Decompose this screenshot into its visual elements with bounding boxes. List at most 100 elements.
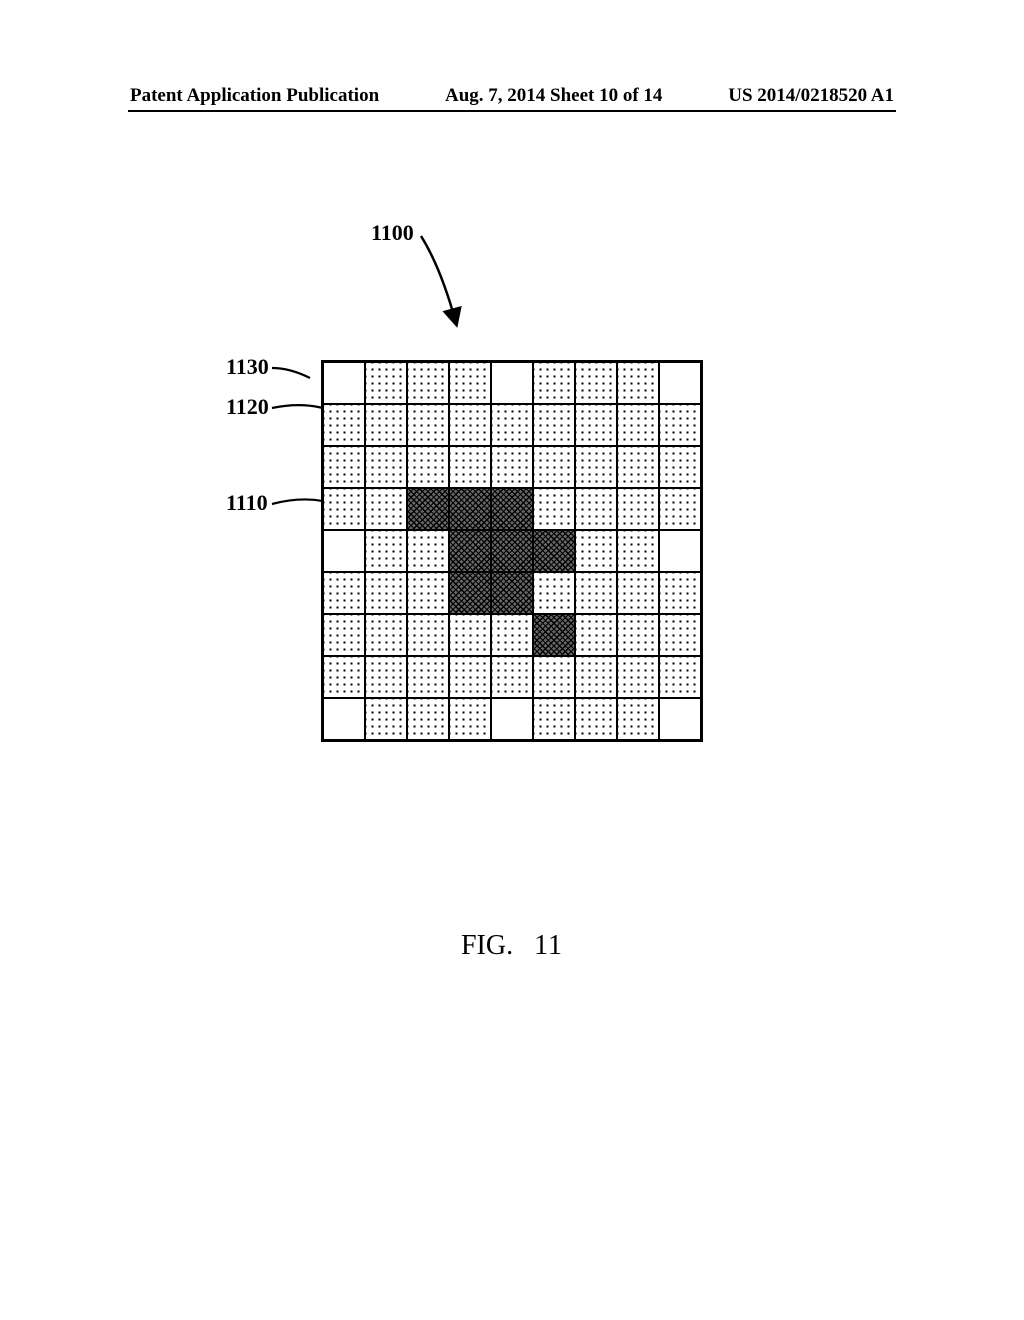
grid-cell [617, 404, 659, 446]
grid-cell [617, 572, 659, 614]
grid-cell [659, 362, 701, 404]
grid-cell [533, 362, 575, 404]
grid-cell [407, 362, 449, 404]
grid-cell [617, 698, 659, 740]
grid-cell [365, 698, 407, 740]
grid-wrap: 1100 1130 1120 [321, 360, 703, 742]
grid-cell [323, 614, 365, 656]
grid-cell [323, 404, 365, 446]
grid-cell [575, 572, 617, 614]
callout-1110: 1110 [226, 490, 268, 516]
grid-cell [533, 530, 575, 572]
grid-cell [575, 362, 617, 404]
grid-cell [659, 488, 701, 530]
grid-cell [323, 488, 365, 530]
grid-cell [575, 530, 617, 572]
grid-cell [617, 530, 659, 572]
grid-cell [617, 488, 659, 530]
grid-cell [575, 614, 617, 656]
grid-cell [407, 698, 449, 740]
grid-cell [365, 404, 407, 446]
grid-cell [365, 362, 407, 404]
grid-cell [323, 362, 365, 404]
callout-1120-text: 1120 [226, 394, 269, 419]
grid-cell [491, 572, 533, 614]
grid-cell [491, 404, 533, 446]
header-center: Aug. 7, 2014 Sheet 10 of 14 [445, 85, 662, 107]
grid-cell [407, 446, 449, 488]
grid-cell [323, 572, 365, 614]
page-header: Patent Application Publication Aug. 7, 2… [0, 85, 1024, 107]
grid-cell [575, 488, 617, 530]
grid-cell [323, 698, 365, 740]
grid-cell [533, 656, 575, 698]
grid-cell [407, 404, 449, 446]
grid-cell [533, 488, 575, 530]
callout-1110-text: 1110 [226, 490, 268, 515]
grid-cell [449, 530, 491, 572]
grid-cell [491, 656, 533, 698]
callout-main-ref-text: 1100 [371, 220, 414, 245]
grid-cell [491, 362, 533, 404]
grid-cell [365, 446, 407, 488]
grid-cell [659, 698, 701, 740]
grid-cell [659, 614, 701, 656]
grid-cell [323, 446, 365, 488]
grid-cell [659, 404, 701, 446]
header-rule [128, 110, 896, 112]
header-left: Patent Application Publication [130, 85, 379, 107]
grid-cell [449, 488, 491, 530]
grid-cell [449, 572, 491, 614]
grid-cell [407, 656, 449, 698]
grid-cell [491, 530, 533, 572]
grid-cell [407, 572, 449, 614]
grid-cell [659, 530, 701, 572]
grid-cell [323, 656, 365, 698]
grid-cell [449, 698, 491, 740]
grid-cell [449, 362, 491, 404]
grid-cell [365, 656, 407, 698]
grid-cell [449, 656, 491, 698]
pixel-grid [321, 360, 703, 742]
grid-cell [449, 614, 491, 656]
grid-cell [659, 572, 701, 614]
grid-cell [659, 446, 701, 488]
callout-1120: 1120 [226, 394, 269, 420]
grid-cell [491, 446, 533, 488]
grid-cell [323, 530, 365, 572]
grid-cell [365, 488, 407, 530]
header-right: US 2014/0218520 A1 [728, 85, 894, 107]
grid-cell [491, 614, 533, 656]
grid-cell [449, 446, 491, 488]
grid-cell [533, 614, 575, 656]
grid-cell [617, 446, 659, 488]
grid-cell [491, 698, 533, 740]
grid-cell [533, 446, 575, 488]
grid-cell [533, 572, 575, 614]
grid-cell [533, 698, 575, 740]
grid-cell [533, 404, 575, 446]
figure-label-number: 11 [534, 930, 563, 961]
figure-11: 1100 1130 1120 [0, 360, 1024, 742]
grid-cell [365, 614, 407, 656]
callout-1130-text: 1130 [226, 354, 269, 379]
grid-cell [617, 362, 659, 404]
grid-cell [575, 698, 617, 740]
callout-1130: 1130 [226, 354, 269, 380]
grid-cell [575, 404, 617, 446]
grid-cell [365, 572, 407, 614]
grid-cell [617, 614, 659, 656]
grid-cell [407, 614, 449, 656]
callout-main-ref: 1100 [371, 220, 414, 246]
grid-cell [449, 404, 491, 446]
grid-cell [659, 656, 701, 698]
grid-cell [407, 488, 449, 530]
figure-label: FIG. 11 [0, 930, 1024, 962]
figure-label-prefix: FIG. [461, 930, 513, 961]
grid-cell [491, 488, 533, 530]
grid-cell [617, 656, 659, 698]
grid-cell [575, 446, 617, 488]
grid-cell [365, 530, 407, 572]
grid-cell [407, 530, 449, 572]
grid-cell [575, 656, 617, 698]
